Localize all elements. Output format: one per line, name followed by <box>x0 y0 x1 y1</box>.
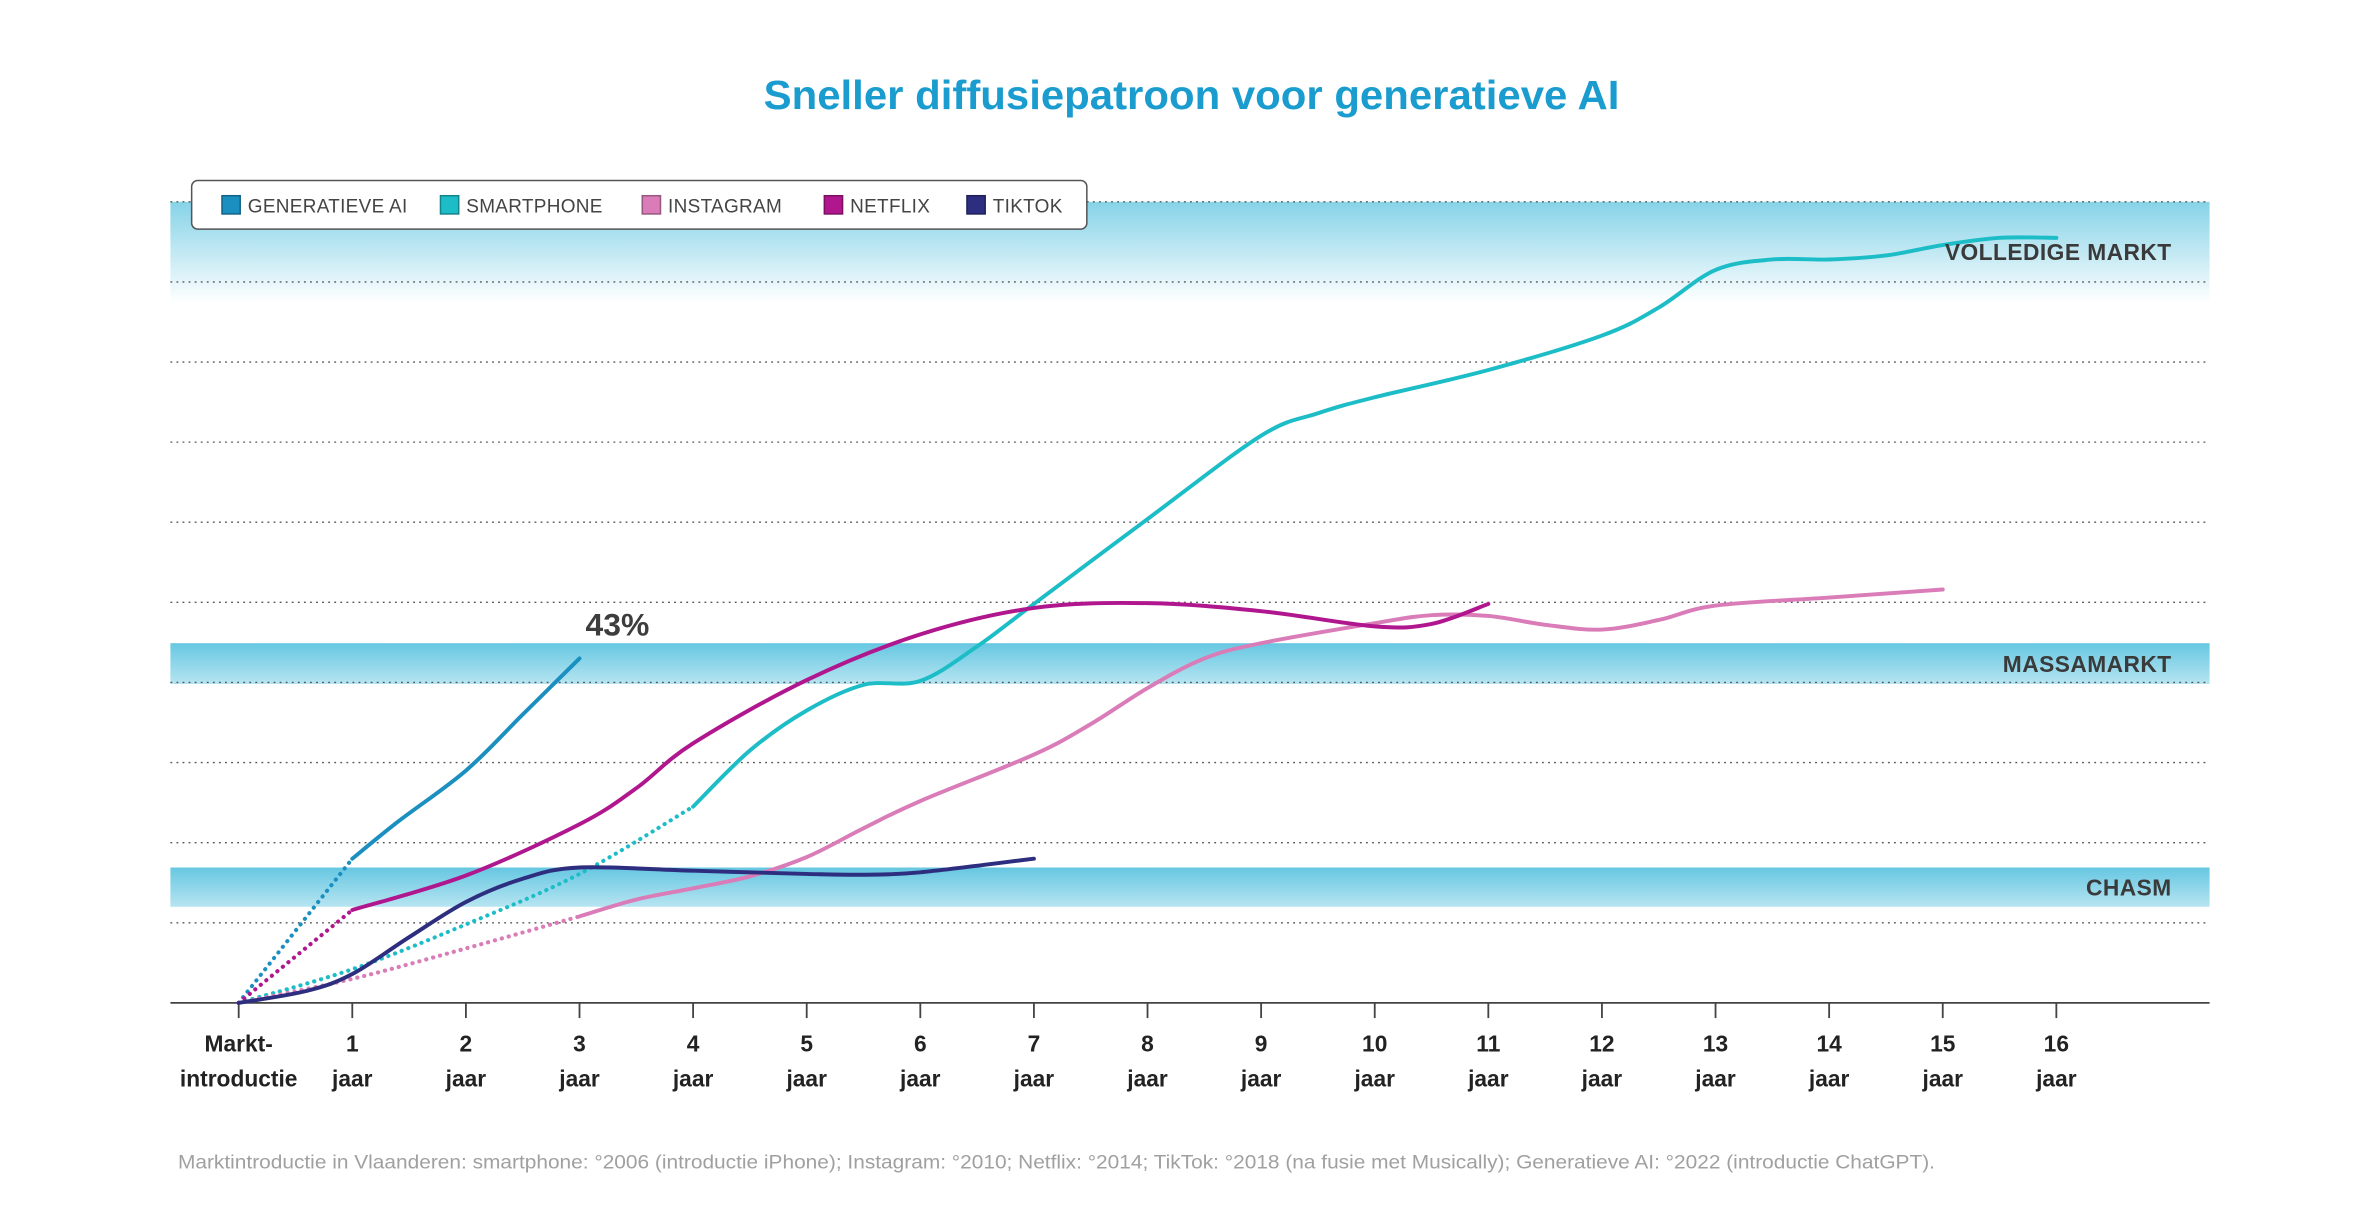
market-zones <box>170 201 2210 907</box>
x-tick-label: 1 <box>346 1030 359 1056</box>
x-tick-label-unit: jaar <box>785 1065 827 1091</box>
legend-swatch-smartphone <box>439 194 460 215</box>
x-tick-label-unit: introductie <box>180 1065 298 1091</box>
zone-band-chasm <box>170 867 2210 907</box>
annotations: 43% <box>586 607 650 643</box>
x-tick-label: 6 <box>914 1030 927 1056</box>
legend-item-tiktok: TIKTOK <box>966 194 1063 217</box>
series-line-tiktok <box>236 856 1036 1005</box>
x-tick-label: 12 <box>1589 1030 1614 1056</box>
x-tick-label-unit: jaar <box>1240 1065 1282 1091</box>
x-tick-label-unit: jaar <box>331 1065 373 1091</box>
x-tick-label: 10 <box>1362 1030 1387 1056</box>
zone-label-massamarkt: MASSAMARKT <box>2003 651 2172 677</box>
legend-box <box>190 179 1088 230</box>
x-tick-label: 3 <box>573 1030 586 1056</box>
legend-label-tiktok: TIKTOK <box>993 196 1063 217</box>
x-tick-label-unit: jaar <box>1921 1065 1963 1091</box>
x-tick-label-unit: jaar <box>1694 1065 1736 1091</box>
series-line-netflix <box>350 600 1491 912</box>
x-tick-label-unit: jaar <box>1581 1065 1623 1091</box>
legend-item-instagram: INSTAGRAM <box>641 194 782 217</box>
series-line-generatieve-ai-dotted <box>236 856 355 1005</box>
x-tick-label: 16 <box>2044 1030 2069 1056</box>
series-lines <box>236 235 2059 1005</box>
legend-swatch-tiktok <box>966 194 986 215</box>
series-line-smartphone-dotted <box>236 804 696 1005</box>
legend-swatch-netflix <box>823 194 844 215</box>
x-tick-label-unit: jaar <box>1808 1065 1850 1091</box>
x-tick-label: 11 <box>1476 1030 1500 1056</box>
legend-label-smartphone: SMARTPHONE <box>466 196 602 217</box>
x-tick-label-unit: jaar <box>1126 1065 1168 1091</box>
series-line-instagram-dotted <box>236 914 582 1005</box>
series-netflix <box>236 600 1491 1005</box>
x-tick-label: 7 <box>1028 1030 1041 1056</box>
series-smartphone <box>236 235 2059 1005</box>
x-tick-label-unit: jaar <box>2035 1065 2077 1091</box>
series-generatieve-ai <box>236 656 582 1005</box>
zone-label-chasm: CHASM <box>2086 874 2172 900</box>
chart-title: Sneller diffusiepatroon voor generatieve… <box>764 72 1620 118</box>
x-tick-label-unit: jaar <box>1013 1065 1055 1091</box>
footnote: Marktintroductie in Vlaanderen: smartpho… <box>178 1152 1935 1173</box>
x-tick-label: 5 <box>800 1030 813 1056</box>
x-tick-label-unit: jaar <box>1353 1065 1395 1091</box>
legend-label-generatieve-ai: GENERATIEVE AI <box>248 196 408 217</box>
zone-labels: VOLLEDIGE MARKT MASSAMARKT CHASM <box>1945 239 2172 900</box>
legend-item-smartphone: SMARTPHONE <box>439 194 602 217</box>
legend: GENERATIEVE AI SMARTPHONE INSTAGRAM NETF… <box>190 179 1088 230</box>
legend-item-generatieve-ai: GENERATIEVE AI <box>221 194 408 217</box>
legend-swatch-instagram <box>641 194 662 215</box>
legend-item-netflix: NETFLIX <box>823 194 930 217</box>
legend-swatch-generatieve-ai <box>221 194 241 215</box>
x-tick-label: 2 <box>460 1030 473 1056</box>
legend-label-instagram: INSTAGRAM <box>668 196 782 217</box>
x-tick-label: Markt- <box>205 1030 273 1056</box>
x-tick-label: 14 <box>1816 1030 1842 1056</box>
x-tick-label: 13 <box>1703 1030 1728 1056</box>
x-tick-label: 9 <box>1255 1030 1268 1056</box>
series-tiktok <box>236 856 1036 1005</box>
series-line-generatieve-ai <box>350 656 582 861</box>
x-axis: Markt-introductie 1 jaar 2 jaar 3 jaar 4 jaar 5 ja… <box>170 1001 2210 1091</box>
x-tick-label-unit: jaar <box>899 1065 941 1091</box>
legend-label-netflix: NETFLIX <box>850 196 930 217</box>
x-tick-label-unit: jaar <box>672 1065 714 1091</box>
x-tick-label: 4 <box>687 1030 700 1056</box>
y-gridlines <box>170 201 2210 924</box>
x-tick-label-unit: jaar <box>445 1065 487 1091</box>
series-line-smartphone <box>691 235 2059 809</box>
x-tick-label: 8 <box>1141 1030 1154 1056</box>
x-tick-label-unit: jaar <box>558 1065 600 1091</box>
zone-label-volledige-markt: VOLLEDIGE MARKT <box>1945 239 2172 265</box>
x-tick-label: 15 <box>1930 1030 1956 1056</box>
series-line-netflix-dotted <box>236 907 355 1005</box>
x-tick-label-unit: jaar <box>1467 1065 1509 1091</box>
series-line-instagram <box>577 587 1945 919</box>
annotation-label: 43% <box>586 607 650 643</box>
